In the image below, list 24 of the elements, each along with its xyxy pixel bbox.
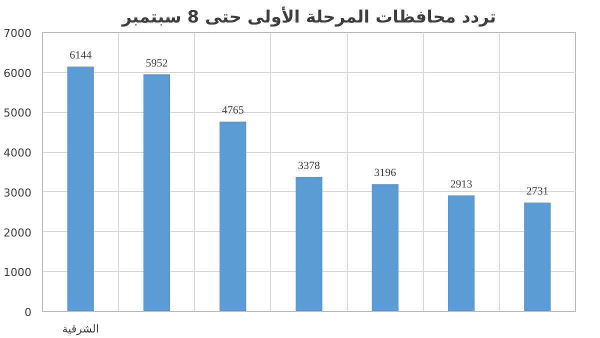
bar <box>67 66 94 312</box>
y-tick-label: 6000 <box>4 66 32 80</box>
bar <box>524 202 551 312</box>
y-tick-label: 2000 <box>4 226 32 240</box>
chart-title: تردد محافظات المرحلة الأولى حتى 8 سبتمبر <box>120 6 496 28</box>
bar <box>296 176 322 312</box>
data-label: 5952 <box>146 57 168 70</box>
bar <box>220 122 246 312</box>
y-tick-label: 7000 <box>4 27 32 40</box>
y-tick-label: 3000 <box>4 186 32 200</box>
y-tick-label: 4000 <box>4 146 32 160</box>
data-label: 3196 <box>374 167 397 180</box>
bar <box>448 195 475 312</box>
bar <box>143 74 170 312</box>
data-label: 2731 <box>526 186 548 198</box>
x-tick-label: الشرقية <box>62 322 99 336</box>
data-label: 6144 <box>70 50 92 62</box>
y-tick-label: 1000 <box>4 266 32 280</box>
bar <box>372 184 398 312</box>
data-label: 4765 <box>222 104 244 117</box>
data-label: 2913 <box>450 178 473 190</box>
y-tick-label: 5000 <box>4 106 32 120</box>
data-label: 3378 <box>298 160 320 172</box>
y-tick-label: 0 <box>24 306 32 319</box>
